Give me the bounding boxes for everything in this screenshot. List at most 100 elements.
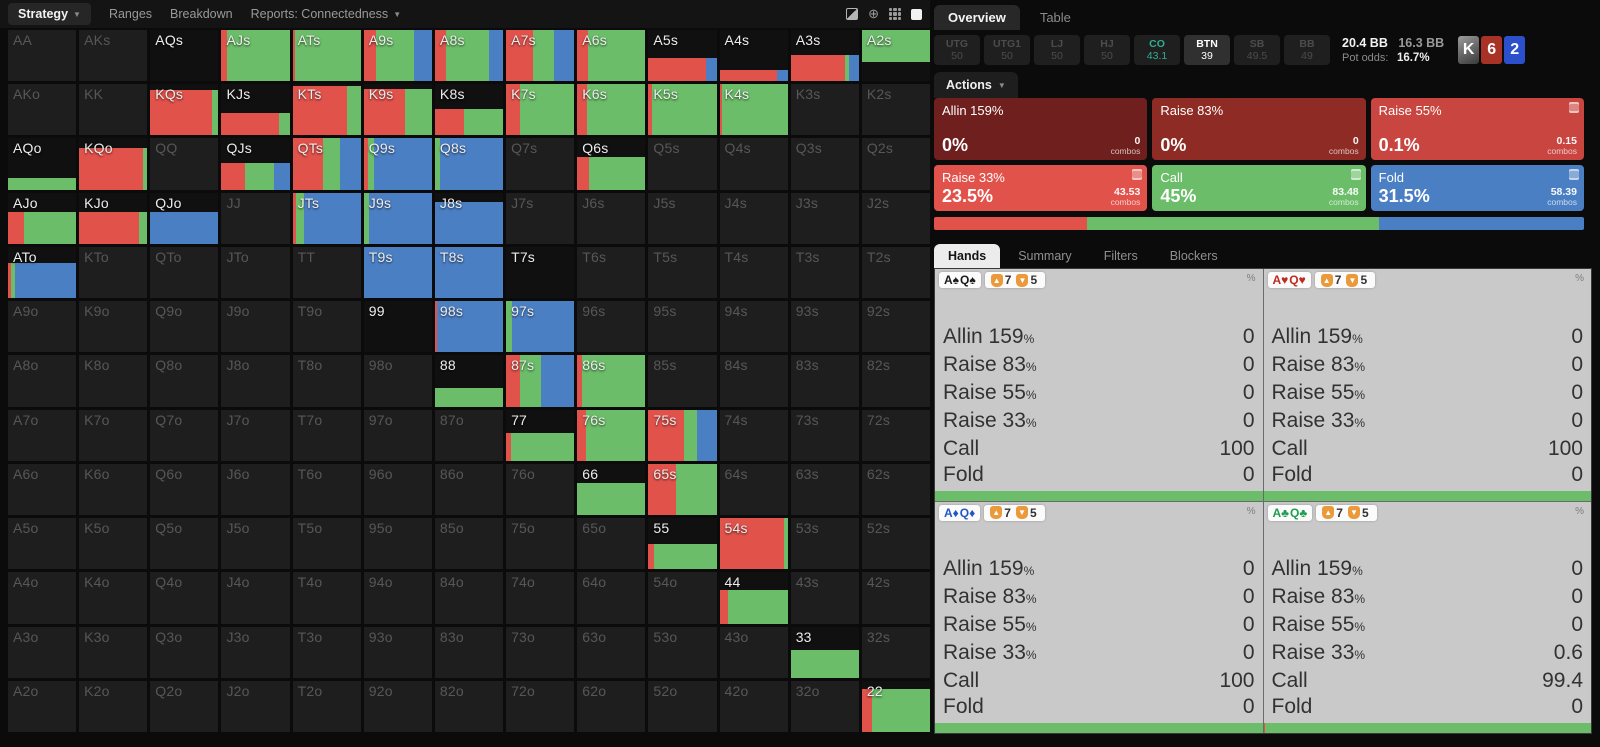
matrix-cell-ATs[interactable]: ATs (292, 30, 361, 82)
actions-dropdown[interactable]: Actions ▼ (934, 72, 1018, 98)
matrix-cell-A5s[interactable]: A5s (648, 30, 717, 82)
matrix-cell-T5s[interactable]: T5s (648, 246, 717, 299)
matrix-cell-J8o[interactable]: J8o (221, 355, 290, 407)
matrix-cell-AA[interactable]: AA (8, 30, 77, 82)
matrix-cell-99[interactable]: 99 (363, 301, 432, 353)
matrix-cell-94o[interactable]: 94o (363, 572, 432, 624)
matrix-cell-K7o[interactable]: K7o (79, 409, 148, 461)
matrix-cell-98o[interactable]: 98o (363, 355, 432, 407)
matrix-cell-KTs[interactable]: KTs (292, 84, 361, 136)
matrix-cell-66[interactable]: 66 (577, 463, 646, 516)
matrix-cell-T6s[interactable]: T6s (577, 246, 646, 299)
matrix-cell-T7o[interactable]: T7o (292, 409, 361, 461)
reports-dropdown[interactable]: Reports: Connectedness ▼ (251, 7, 402, 21)
matrix-cell-43o[interactable]: 43o (719, 626, 788, 678)
matrix-cell-K5o[interactable]: K5o (79, 518, 148, 570)
tab-summary[interactable]: Summary (1018, 249, 1072, 263)
matrix-cell-54o[interactable]: 54o (648, 572, 717, 624)
matrix-cell-Q5s[interactable]: Q5s (648, 138, 717, 190)
matrix-cell-Q9s[interactable]: Q9s (363, 138, 432, 190)
matrix-cell-A8s[interactable]: A8s (434, 30, 504, 82)
matrix-cell-Q4o[interactable]: Q4o (150, 572, 219, 624)
matrix-cell-JJ[interactable]: JJ (221, 192, 290, 244)
matrix-cell-ATo[interactable]: ATo (8, 246, 77, 299)
matrix-cell-93s[interactable]: 93s (790, 301, 859, 353)
matrix-cell-52o[interactable]: 52o (648, 680, 717, 732)
matrix-cell-55[interactable]: 55 (648, 518, 717, 570)
matrix-cell-AJo[interactable]: AJo (8, 192, 77, 244)
matrix-cell-52s[interactable]: 52s (861, 518, 930, 570)
matrix-cell-AQs[interactable]: AQs (150, 30, 219, 82)
matrix-cell-J4s[interactable]: J4s (719, 192, 788, 244)
matrix-cell-T2o[interactable]: T2o (292, 680, 361, 732)
board-card-6-heart[interactable]: 6 (1481, 36, 1503, 64)
matrix-cell-K3o[interactable]: K3o (79, 626, 148, 678)
matrix-cell-J2s[interactable]: J2s (861, 192, 930, 244)
matrix-cell-J7o[interactable]: J7o (221, 409, 290, 461)
matrix-cell-82o[interactable]: 82o (434, 680, 504, 732)
matrix-cell-53o[interactable]: 53o (648, 626, 717, 678)
matrix-cell-95o[interactable]: 95o (363, 518, 432, 570)
matrix-cell-83o[interactable]: 83o (434, 626, 504, 678)
matrix-cell-73s[interactable]: 73s (790, 409, 859, 461)
matrix-cell-76s[interactable]: 76s (577, 409, 646, 461)
matrix-cell-93o[interactable]: 93o (363, 626, 432, 678)
position-box-lj[interactable]: LJ 50 (1034, 35, 1080, 65)
matrix-cell-Q9o[interactable]: Q9o (150, 301, 219, 353)
matrix-cell-96s[interactable]: 96s (577, 301, 646, 353)
matrix-cell-72o[interactable]: 72o (506, 680, 575, 732)
matrix-cell-J4o[interactable]: J4o (221, 572, 290, 624)
matrix-cell-K4s[interactable]: K4s (719, 84, 788, 136)
matrix-cell-A3s[interactable]: A3s (790, 30, 859, 82)
matrix-cell-44[interactable]: 44 (719, 572, 788, 624)
matrix-cell-82s[interactable]: 82s (861, 355, 930, 407)
matrix-cell-42s[interactable]: 42s (861, 572, 930, 624)
matrix-cell-42o[interactable]: 42o (719, 680, 788, 732)
matrix-cell-43s[interactable]: 43s (790, 572, 859, 624)
matrix-cell-JTo[interactable]: JTo (221, 246, 290, 299)
matrix-cell-T6o[interactable]: T6o (292, 463, 361, 516)
matrix-cell-AQo[interactable]: AQo (8, 138, 77, 190)
tab-blockers[interactable]: Blockers (1169, 249, 1218, 263)
matrix-cell-KTo[interactable]: KTo (79, 246, 148, 299)
matrix-cell-94s[interactable]: 94s (719, 301, 788, 353)
matrix-cell-QJo[interactable]: QJo (150, 192, 219, 244)
matrix-cell-T9s[interactable]: T9s (363, 246, 432, 299)
matrix-cell-KQs[interactable]: KQs (150, 84, 219, 136)
matrix-cell-K9s[interactable]: K9s (363, 84, 432, 136)
matrix-cell-62o[interactable]: 62o (577, 680, 646, 732)
matrix-cell-Q3s[interactable]: Q3s (790, 138, 859, 190)
matrix-cell-A6s[interactable]: A6s (577, 30, 646, 82)
matrix-cell-Q2o[interactable]: Q2o (150, 680, 219, 732)
matrix-cell-T3s[interactable]: T3s (790, 246, 859, 299)
matrix-cell-53s[interactable]: 53s (790, 518, 859, 570)
matrix-cell-Q6o[interactable]: Q6o (150, 463, 219, 516)
combos-list-icon[interactable] (1568, 102, 1579, 113)
matrix-cell-K8o[interactable]: K8o (79, 355, 148, 407)
matrix-cell-32o[interactable]: 32o (790, 680, 859, 732)
matrix-cell-Q8s[interactable]: Q8s (434, 138, 504, 190)
matrix-cell-87o[interactable]: 87o (434, 409, 504, 461)
matrix-cell-86o[interactable]: 86o (434, 463, 504, 516)
tab-hands[interactable]: Hands (934, 244, 1001, 268)
action-button-call[interactable]: Call 45% 83.48 combos (1152, 165, 1366, 211)
board-card-2-diamond[interactable]: 2 (1504, 36, 1526, 64)
strategy-tab[interactable]: Strategy ▼ (8, 3, 91, 25)
matrix-cell-K8s[interactable]: K8s (434, 84, 504, 136)
matrix-cell-KQo[interactable]: KQo (79, 138, 148, 190)
position-box-hj[interactable]: HJ 50 (1084, 35, 1130, 65)
matrix-cell-KJs[interactable]: KJs (221, 84, 290, 136)
matrix-cell-T2s[interactable]: T2s (861, 246, 930, 299)
ranges-tab[interactable]: Ranges (108, 7, 153, 21)
position-box-utg[interactable]: UTG 50 (934, 35, 980, 65)
matrix-cell-K2o[interactable]: K2o (79, 680, 148, 732)
matrix-cell-KJo[interactable]: KJo (79, 192, 148, 244)
matrix-cell-88[interactable]: 88 (434, 355, 504, 407)
matrix-cell-77[interactable]: 77 (506, 409, 575, 461)
matrix-cell-Q7o[interactable]: Q7o (150, 409, 219, 461)
matrix-cell-Q5o[interactable]: Q5o (150, 518, 219, 570)
matrix-cell-97s[interactable]: 97s (506, 301, 575, 353)
matrix-cell-A4o[interactable]: A4o (8, 572, 77, 624)
matrix-cell-97o[interactable]: 97o (363, 409, 432, 461)
combos-list-icon[interactable] (1132, 169, 1143, 180)
